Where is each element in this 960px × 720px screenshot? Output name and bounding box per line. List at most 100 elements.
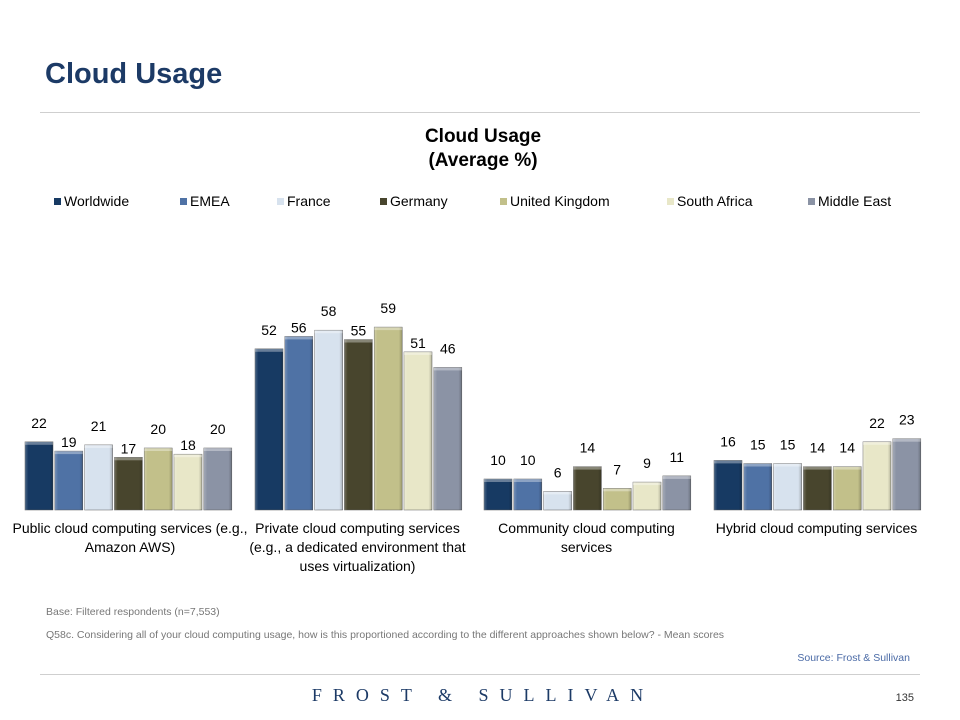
data-label: 10 (520, 452, 536, 468)
source-note: Source: Frost & Sullivan (797, 652, 910, 664)
bar-shading (144, 448, 173, 510)
legend-item: Germany (380, 193, 448, 209)
bar-shading (714, 460, 742, 510)
bar-top-highlight (633, 482, 661, 486)
data-label: 11 (670, 449, 685, 465)
data-label: 22 (869, 415, 885, 431)
bar-shading (513, 479, 542, 510)
legend-label: Middle East (818, 193, 892, 209)
category-label: Public cloud computing services (e.g., A… (12, 520, 248, 555)
legend-item: Middle East (808, 193, 891, 209)
bar-top-highlight (484, 479, 512, 482)
data-label: 7 (613, 461, 621, 477)
legend-label: France (287, 193, 331, 209)
data-label: 21 (91, 418, 107, 434)
bar-top-highlight (892, 438, 921, 442)
bar-top-highlight (255, 348, 283, 352)
bar-top-highlight (773, 463, 802, 467)
data-label: 51 (410, 335, 426, 351)
legend-swatch (808, 197, 815, 205)
question-note: Q58c. Considering all of your cloud comp… (46, 629, 725, 641)
base-note: Base: Filtered respondents (n=7,553) (46, 606, 220, 618)
page-title: Cloud Usage (45, 58, 223, 90)
bar-shading (662, 475, 691, 510)
legend-swatch (180, 197, 187, 205)
data-label: 14 (810, 440, 826, 456)
bar-shading (174, 454, 202, 510)
data-label: 20 (210, 421, 226, 437)
legend-swatch (277, 197, 284, 205)
legend-label: United Kingdom (510, 193, 610, 209)
bar-shading (803, 466, 832, 510)
data-label: 20 (150, 421, 166, 437)
bar-top-highlight (25, 441, 53, 445)
data-label: 19 (61, 434, 77, 450)
bar-top-highlight (203, 448, 232, 451)
data-label: 59 (380, 300, 396, 316)
bar-top-highlight (174, 454, 202, 458)
footer-divider (40, 674, 920, 675)
bar-top-highlight (114, 457, 143, 461)
legend-swatch (667, 197, 674, 205)
legend-label: Germany (390, 193, 448, 209)
bar-top-highlight (513, 479, 542, 482)
category-label: Private cloud computing services (e.g., … (249, 520, 466, 574)
bar-shading (484, 479, 512, 510)
data-label: 58 (321, 303, 337, 319)
data-label: 22 (31, 415, 47, 431)
bar-shading (404, 351, 432, 510)
legend-item: United Kingdom (500, 193, 610, 209)
bar-top-highlight (863, 441, 891, 445)
data-label: 15 (750, 437, 766, 453)
bar-shading (633, 482, 661, 510)
bar-top-highlight (144, 448, 173, 451)
bar-top-highlight (54, 451, 83, 455)
data-label: 46 (440, 340, 456, 356)
bar-top-highlight (84, 444, 113, 448)
data-label: 10 (490, 452, 506, 468)
legend-label: EMEA (190, 193, 230, 209)
bar-shading (433, 367, 462, 510)
bar-top-highlight (433, 367, 462, 371)
bar-shading (25, 441, 53, 510)
data-label: 17 (121, 440, 137, 456)
legend-swatch (380, 197, 387, 205)
bar-top-highlight (743, 463, 772, 467)
bar-shading (863, 441, 891, 510)
legend-label: South Africa (677, 193, 753, 209)
data-label: 9 (643, 455, 651, 471)
data-label: 15 (780, 437, 796, 453)
bar-shading (284, 336, 313, 510)
chart-title-line1: Cloud Usage (424, 126, 542, 147)
data-label: 52 (261, 322, 277, 338)
bar-top-highlight (662, 475, 691, 479)
data-label: 56 (291, 319, 307, 335)
bar-shading (54, 451, 83, 510)
legend-swatch (500, 197, 507, 205)
data-label: 14 (580, 440, 596, 456)
bar-top-highlight (714, 460, 742, 464)
bar-shading (374, 327, 403, 510)
bar-shading (255, 348, 283, 510)
legend-swatch (54, 197, 61, 205)
chart-title-line2: (Average %) (428, 150, 538, 171)
bar-shading (84, 444, 113, 510)
bar-top-highlight (314, 330, 343, 334)
bar-shading (833, 466, 862, 510)
page-number: 135 (895, 692, 914, 704)
data-label: 6 (554, 464, 562, 480)
bar-shading (573, 466, 602, 510)
bar-shading (743, 463, 772, 510)
bar-top-highlight (543, 491, 572, 495)
data-label: 14 (839, 440, 855, 456)
bar-shading (344, 339, 373, 510)
bar-shading (203, 448, 232, 510)
bar-top-highlight (603, 488, 632, 492)
bar-shading (543, 491, 572, 510)
title-divider (40, 112, 920, 113)
category-label: Community cloud computing services (498, 520, 675, 555)
data-label: 55 (351, 323, 367, 339)
bar-top-highlight (573, 466, 602, 470)
bar-shading (314, 330, 343, 510)
